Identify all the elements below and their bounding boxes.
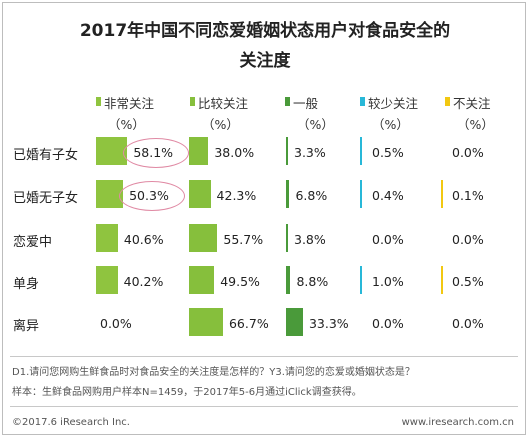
data-label: 8.8% [296,274,329,289]
legend-swatch [360,97,365,106]
category-label: 离异 [13,319,40,334]
notes-separator [10,356,518,357]
bar [96,137,128,165]
data-label: 0.0% [372,316,404,331]
legend-label: 非常关注 [104,96,155,111]
bar [286,266,291,294]
bar [360,137,362,165]
survey-question-note: D1.请问您网购生鲜食品时对食品安全的关注度是怎样的？Y3.请问您的恋爱或婚姻状… [12,367,415,378]
legend-unit: （%） [202,117,239,132]
data-label: 6.8% [295,188,328,203]
legend-swatch [445,97,450,106]
data-label: 0.0% [452,232,484,247]
data-label: 33.3% [308,316,349,331]
bar [96,266,118,294]
bar [286,224,288,252]
data-label: 3.3% [294,145,326,160]
data-label: 49.5% [220,274,260,289]
bar [189,180,211,208]
category-label: 恋爱中 [13,235,53,250]
bar [286,180,290,208]
bar [360,266,362,294]
data-label: 38.0% [214,145,255,160]
legend-unit: （%） [457,117,494,132]
data-label: 0.5% [372,145,404,160]
legend-unit: （%） [108,117,145,132]
highlight-circle [119,181,186,211]
legend-unit: （%） [297,117,334,132]
bar [96,224,118,252]
highlight-circle [123,138,190,168]
data-label: 40.6% [123,232,164,247]
legend-swatch [96,97,101,106]
data-label: 1.0% [372,274,404,289]
data-label: 0.0% [452,316,484,331]
data-label: 40.2% [123,274,164,289]
data-label: 0.4% [372,188,404,203]
data-label: 3.8% [294,232,326,247]
bar [189,137,209,165]
chart-title-line1: 2017年中国不同恋爱婚姻状态用户对食品安全的 [79,21,451,41]
data-label: 0.0% [452,145,484,160]
category-label: 单身 [13,277,40,292]
copyright-text: ©2017.6 iResearch Inc. [12,417,130,428]
data-label: 0.0% [100,316,132,331]
bar [441,180,443,208]
bar [286,137,288,165]
bar [189,308,223,336]
chart-frame [2,2,526,435]
legend-label: 一般 [293,96,319,111]
category-label: 已婚无子女 [13,191,79,206]
bar [96,180,124,208]
bar [189,224,218,252]
legend-label: 比较关注 [198,96,249,111]
bar [441,266,443,294]
bar [189,266,215,294]
bar [286,308,303,336]
website-text: www.iresearch.com.cn [401,417,514,428]
legend-swatch [285,97,290,106]
data-label: 66.7% [228,316,269,331]
legend-swatch [190,97,195,106]
chart-title-line2: 关注度 [239,51,291,71]
category-label: 已婚有子女 [13,148,79,163]
data-label: 0.5% [452,274,484,289]
legend-label: 较少关注 [368,96,419,111]
data-label: 55.7% [223,232,264,247]
sample-note: 样本：生鲜食品网购用户样本N=1459，于2017年5-6月通过iClick调查… [12,387,362,398]
legend-label: 不关注 [453,96,491,111]
data-label: 0.0% [372,232,404,247]
data-label: 42.3% [216,188,257,203]
bar [360,180,362,208]
footer-separator [10,406,518,407]
legend-unit: （%） [372,117,409,132]
data-label: 0.1% [452,188,484,203]
